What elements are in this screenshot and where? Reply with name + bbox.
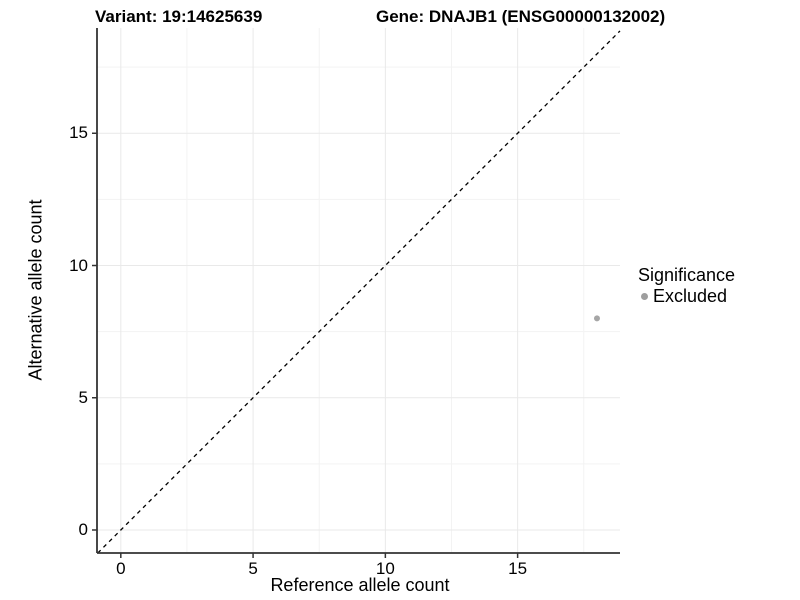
- x-tick-label: 10: [375, 559, 395, 578]
- y-tick-label: 5: [78, 387, 88, 407]
- x-tick-label: 15: [508, 559, 528, 578]
- x-axis-title: Reference allele count: [270, 575, 450, 595]
- data-point-excluded: [593, 315, 600, 322]
- legend-item-label: Excluded: [653, 286, 728, 306]
- y-tick-label: 0: [78, 519, 88, 539]
- identity-reference-line: [97, 30, 621, 554]
- y-tick-label: 10: [69, 255, 88, 275]
- legend-title: Significance: [638, 265, 736, 285]
- plot-title-variant: Variant: 19:14625639: [95, 7, 263, 26]
- legend: Significance Excluded: [638, 264, 735, 306]
- plot-title-gene: Gene: DNAJB1 (ENSG00000132002): [376, 7, 666, 26]
- y-axis-title: Alternative allele count: [25, 199, 46, 381]
- legend-items: Excluded: [638, 286, 735, 306]
- x-tick-label: 5: [248, 559, 258, 578]
- x-tick-label: 0: [116, 559, 126, 578]
- legend-item-excluded: Excluded: [638, 286, 735, 306]
- legend-key-dot-icon: [641, 292, 648, 300]
- y-tick-label: 15: [69, 123, 88, 143]
